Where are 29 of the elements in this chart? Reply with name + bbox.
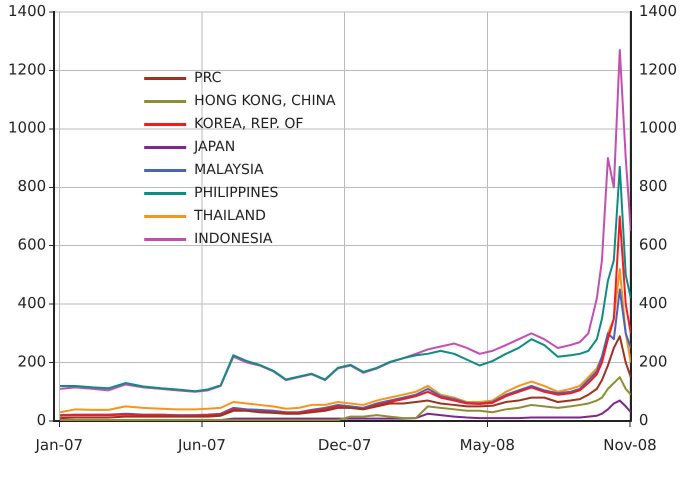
y2-tick-label: 1400 bbox=[638, 2, 678, 20]
y-tick-label: 0 bbox=[36, 410, 46, 429]
y2-tick-label: 1200 bbox=[638, 60, 678, 78]
y2-tick-label: 800 bbox=[638, 177, 668, 196]
y2-tick-label: 1000 bbox=[638, 118, 678, 137]
y-tick-label: 1200 bbox=[8, 60, 46, 78]
y-tick-label: 1400 bbox=[8, 2, 46, 20]
legend-label: HONG KONG, CHINA bbox=[194, 93, 336, 110]
legend-label: JAPAN bbox=[193, 139, 236, 156]
y2-tick-label: 0 bbox=[638, 410, 648, 429]
x-tick-label: Nov-08 bbox=[603, 436, 657, 454]
y2-tick-label: 600 bbox=[638, 236, 668, 254]
y2-tick-label: 200 bbox=[638, 352, 668, 370]
legend-label: INDONESIA bbox=[194, 231, 273, 248]
y-tick-label: 800 bbox=[18, 177, 46, 196]
y-tick-label: 400 bbox=[18, 294, 46, 312]
legend-label: PHILIPPINES bbox=[194, 185, 279, 202]
y-tick-label: 600 bbox=[18, 236, 46, 254]
x-tick-label: Jan-07 bbox=[34, 436, 84, 454]
legend-label: THAILAND bbox=[193, 208, 266, 224]
x-tick-label: Dec-07 bbox=[318, 436, 372, 454]
x-tick-label: Jun-07 bbox=[176, 436, 226, 454]
legend-label: KOREA, REP. OF bbox=[194, 116, 304, 132]
y2-tick-label: 400 bbox=[638, 294, 668, 312]
x-tick-label: May-08 bbox=[460, 436, 515, 454]
y-tick-label: 1000 bbox=[8, 118, 46, 137]
legend-label: PRC bbox=[194, 70, 222, 86]
y-tick-label: 200 bbox=[18, 352, 46, 370]
legend-label: MALAYSIA bbox=[194, 162, 264, 178]
